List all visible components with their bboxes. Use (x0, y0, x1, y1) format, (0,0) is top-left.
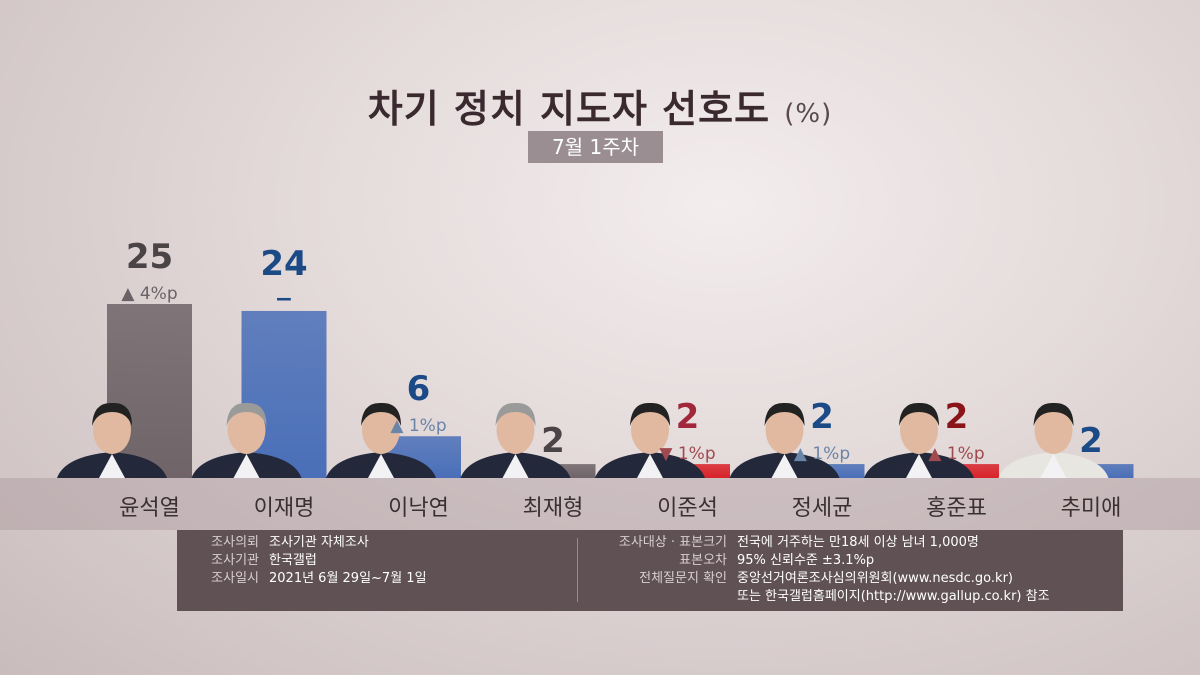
footnote-row: 조사기관 한국갤럽 (197, 552, 427, 570)
change-label: − (275, 287, 293, 312)
candidate-photo (57, 402, 167, 478)
footnote-value: 중앙선거여론조사심의위원회(www.nesdc.go.kr) (737, 571, 1013, 586)
chart-title: 차기 정치 지도자 선호도 (%) (0, 78, 1200, 133)
shirt-shape (502, 454, 529, 478)
title-text: 차기 정치 지도자 선호도 (367, 87, 771, 131)
footnote-key: 표본오차 (679, 553, 727, 568)
hair-shape (361, 402, 401, 426)
footnote-value: 전국에 거주하는 만18세 이상 남녀 1,000명 (737, 535, 979, 550)
face-shape (765, 406, 804, 454)
value-label: 2 (810, 397, 834, 437)
footnote-key: 전체질문지 확인 (639, 571, 727, 586)
face-shape (496, 406, 535, 454)
shirt-shape (99, 454, 125, 478)
candidate-photo (729, 402, 840, 478)
hair-shape (495, 402, 536, 426)
candidate-photo (864, 402, 974, 478)
footnote-row: 또는 한국갤럽홈페이지(http://www.gallup.co.kr) 참조 (582, 588, 1050, 606)
candidate-photo (191, 402, 302, 478)
value-label: 2 (1079, 421, 1103, 461)
value-label: 2 (541, 421, 565, 461)
face-shape (93, 406, 131, 454)
change-label: ▲ 1%p (794, 444, 850, 464)
name-band (0, 478, 1200, 530)
footnote-value: 95% 신뢰수준 ±3.1%p (737, 553, 875, 568)
footnote-row: 조사일시 2021년 6월 29일~7월 1일 (197, 570, 427, 588)
candidate-name: 이준석 (657, 496, 718, 521)
hair-shape (899, 402, 939, 426)
footnote-key: 조사대상 · 표본크기 (618, 535, 727, 550)
footnote-value: 한국갤럽 (269, 553, 317, 568)
candidate-name: 홍준표 (926, 496, 987, 521)
candidate-photo (998, 402, 1109, 478)
candidate-photo (460, 402, 571, 478)
change-label: ▲ 1%p (928, 444, 984, 464)
candidate-name: 이재명 (254, 496, 315, 521)
value-label: 2 (676, 397, 700, 437)
value-label: 25 (126, 237, 173, 277)
footnote-divider (577, 538, 578, 602)
candidate-name: 이낙연 (388, 496, 449, 521)
candidate-name: 최재형 (523, 496, 584, 521)
footnote-key: 조사기관 (211, 553, 259, 568)
shirt-shape (368, 454, 394, 478)
footnote-row: 조사의뢰 조사기관 자체조사 (197, 534, 427, 552)
hair-shape (1033, 402, 1074, 426)
subtitle-badge: 7월 1주차 (528, 131, 663, 163)
face-shape (631, 406, 669, 454)
footnote-value: 또는 한국갤럽홈페이지(http://www.gallup.co.kr) 참조 (737, 589, 1050, 604)
change-label: ▼ 1%p (659, 444, 715, 464)
hair-shape (92, 402, 132, 426)
value-label: 24 (260, 244, 307, 284)
value-label: 2 (945, 397, 969, 437)
candidate-name: 정세균 (792, 496, 853, 521)
footnote-row: 표본오차 95% 신뢰수준 ±3.1%p (582, 552, 1050, 570)
change-label: ▲ 1%p (390, 416, 446, 436)
shirt-shape (1040, 454, 1067, 478)
shirt-shape (233, 454, 260, 478)
hair-shape (226, 402, 267, 426)
face-shape (362, 406, 400, 454)
candidate-name: 윤석열 (119, 496, 180, 521)
footnote-key: 조사일시 (211, 571, 259, 586)
footnote-value: 조사기관 자체조사 (269, 535, 369, 550)
bar-chart: 25 ▲ 4%p 윤석열 24 − 이재명 6 ▲ 1%p 이낙연 2 최재형 2 ▼ 1%p 이준석 2 ▲… (57, 237, 1134, 521)
value-label: 6 (407, 369, 431, 409)
hair-shape (630, 402, 670, 426)
footnote-value: 2021년 6월 29일~7월 1일 (269, 571, 427, 586)
candidate-photo (326, 402, 436, 478)
survey-footnote: 조사의뢰 조사기관 자체조사 조사기관 한국갤럽 조사일시 2021년 6월 29일~… (177, 530, 1123, 611)
candidate-photo (595, 402, 705, 478)
shirt-shape (771, 454, 798, 478)
face-shape (227, 406, 266, 454)
candidate-name: 추미애 (1061, 496, 1122, 521)
face-shape (1034, 406, 1073, 454)
shirt-shape (906, 454, 932, 478)
footnote-key: 조사의뢰 (211, 535, 259, 550)
footnote-row: 전체질문지 확인 중앙선거여론조사심의위원회(www.nesdc.go.kr) (582, 570, 1050, 588)
footnote-row: 조사대상 · 표본크기 전국에 거주하는 만18세 이상 남녀 1,000명 (582, 534, 1050, 552)
change-label: ▲ 4%p (121, 284, 177, 304)
hair-shape (764, 402, 805, 426)
shirt-shape (637, 454, 663, 478)
face-shape (900, 406, 938, 454)
footnote-key (582, 588, 727, 606)
title-unit: (%) (784, 99, 833, 129)
